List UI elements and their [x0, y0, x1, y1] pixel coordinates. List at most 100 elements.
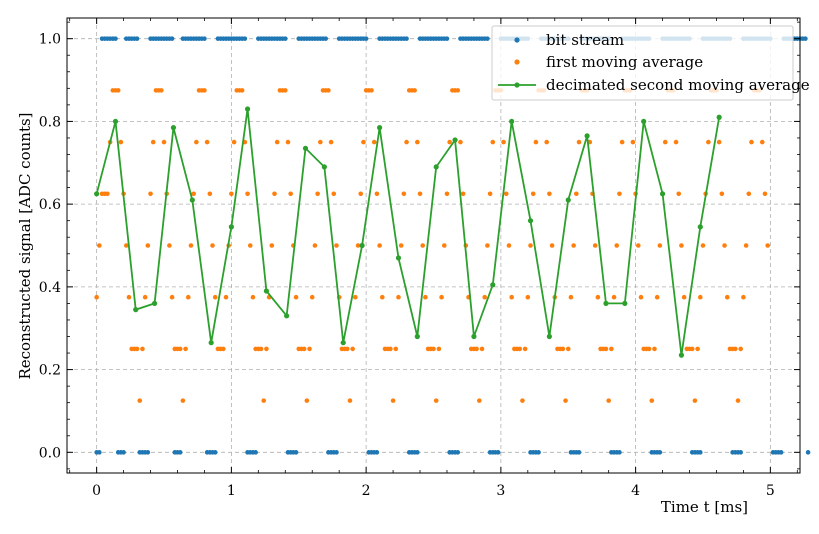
bit-stream-point — [657, 450, 663, 455]
first-moving-average-point — [630, 139, 636, 145]
decimated-second-moving-average-point — [565, 197, 571, 203]
first-moving-average-point — [692, 398, 698, 403]
first-moving-average-point — [431, 346, 436, 352]
first-moving-average-point — [331, 191, 337, 197]
decimated-second-moving-average-point — [359, 242, 365, 249]
y-axis-label: Reconstructed signal [ADC counts] — [16, 112, 34, 379]
decimated-second-moving-average-series — [94, 106, 722, 358]
first-moving-average-point — [652, 346, 657, 352]
first-moving-average-point — [733, 346, 738, 352]
decimated-second-moving-average-point — [377, 125, 383, 131]
legend-label-bit-stream: bit stream — [546, 31, 624, 49]
bit-stream-point — [805, 450, 811, 455]
first-moving-average-point — [563, 398, 568, 403]
decimated-second-moving-average-point — [452, 137, 458, 143]
bit-stream-point — [444, 36, 450, 41]
first-moving-average-point — [312, 243, 318, 248]
decimated-second-moving-average-line — [95, 108, 721, 356]
decimated-second-moving-average-point — [395, 255, 402, 261]
first-moving-average-point — [611, 294, 617, 300]
first-moving-average-point — [115, 88, 121, 93]
first-moving-average-point — [334, 243, 339, 248]
first-moving-average-point — [210, 243, 215, 248]
first-moving-average-point — [353, 294, 358, 300]
first-moving-average-point — [355, 243, 361, 248]
decimated-second-moving-average-point — [302, 145, 309, 151]
first-moving-average-point — [617, 191, 622, 197]
decimated-second-moving-average-point — [284, 313, 290, 319]
first-moving-average-point — [544, 139, 549, 145]
decimated-second-moving-average-point — [622, 300, 628, 307]
first-moving-average-point — [574, 191, 579, 197]
decimated-second-moving-average-point — [490, 282, 496, 288]
first-moving-average-point — [97, 243, 102, 248]
first-moving-average-point — [568, 294, 574, 300]
first-moving-average-point — [161, 139, 167, 145]
bit-stream-point — [282, 36, 288, 41]
first-moving-average-point — [94, 294, 99, 300]
decimated-second-moving-average-point — [263, 288, 270, 294]
first-moving-average-point — [738, 346, 744, 352]
bit-stream-point — [242, 36, 248, 41]
first-moving-average-point — [485, 243, 490, 248]
bit-stream-point — [536, 450, 541, 455]
first-moving-average-point — [487, 191, 493, 197]
first-moving-average-point — [261, 398, 267, 403]
bit-stream-point — [97, 450, 102, 455]
bit-stream-point — [697, 450, 703, 455]
y-tick-label: 0.8 — [39, 114, 61, 130]
bit-stream-point — [253, 450, 258, 455]
bit-stream-point — [495, 450, 501, 455]
first-moving-average-point — [282, 88, 288, 93]
decimated-second-moving-average-point — [433, 164, 439, 170]
bit-stream-point — [145, 450, 151, 455]
first-moving-average-point — [142, 294, 148, 300]
first-moving-average-point — [344, 346, 350, 352]
first-moving-average-point — [417, 191, 423, 197]
first-moving-average-point — [404, 139, 409, 145]
first-moving-average-point — [560, 346, 566, 352]
first-moving-average-point — [309, 294, 315, 300]
first-moving-average-point — [231, 139, 237, 145]
first-moving-average-point — [250, 294, 256, 300]
first-moving-average-point — [369, 88, 374, 93]
first-moving-average-point — [301, 346, 307, 352]
first-moving-average-point — [269, 243, 275, 248]
y-ticks: 0.0 0.2 0.4 0.6 0.8 1.0 — [39, 21, 800, 470]
first-moving-average-point — [304, 398, 310, 403]
first-moving-average-point — [358, 191, 364, 197]
legend-label-first-moving-average: first moving average — [546, 53, 703, 71]
x-tick-label: 2 — [362, 483, 371, 499]
first-moving-average-point — [520, 398, 525, 403]
first-moving-average-point — [177, 346, 183, 352]
legend-label-decimated-second-moving-average: decimated second moving average — [546, 76, 810, 94]
x-tick-label: 5 — [766, 483, 775, 499]
decimated-second-moving-average-point — [471, 333, 477, 340]
first-moving-average-point — [326, 88, 331, 93]
first-moving-average-point — [183, 346, 188, 352]
first-moving-average-point — [455, 88, 461, 93]
axis-frame — [66, 17, 801, 474]
first-moving-average-point — [288, 191, 293, 197]
first-moving-average-point — [619, 139, 625, 145]
x-axis-label: Time t [ms] — [661, 498, 748, 516]
decimated-second-moving-average-point — [697, 224, 703, 230]
first-moving-average-point — [247, 243, 253, 248]
first-moving-average-point — [676, 191, 682, 197]
first-moving-average-point — [719, 191, 725, 197]
decimated-second-moving-average-point — [94, 191, 100, 197]
first-moving-average-point — [482, 294, 488, 300]
first-moving-average-point — [673, 139, 679, 145]
bit-stream-point — [113, 36, 118, 41]
bit-stream-point — [363, 36, 369, 41]
first-moving-average-point — [525, 294, 531, 300]
first-moving-average-point — [285, 139, 291, 145]
x-tick-label: 3 — [496, 483, 505, 499]
first-moving-average-point — [145, 243, 151, 248]
first-moving-average-point — [134, 346, 140, 352]
legend-marker-decimated — [514, 82, 520, 88]
x-tick-label: 0 — [92, 483, 101, 499]
first-moving-average-point — [148, 191, 153, 197]
first-moving-average-point — [530, 191, 536, 197]
